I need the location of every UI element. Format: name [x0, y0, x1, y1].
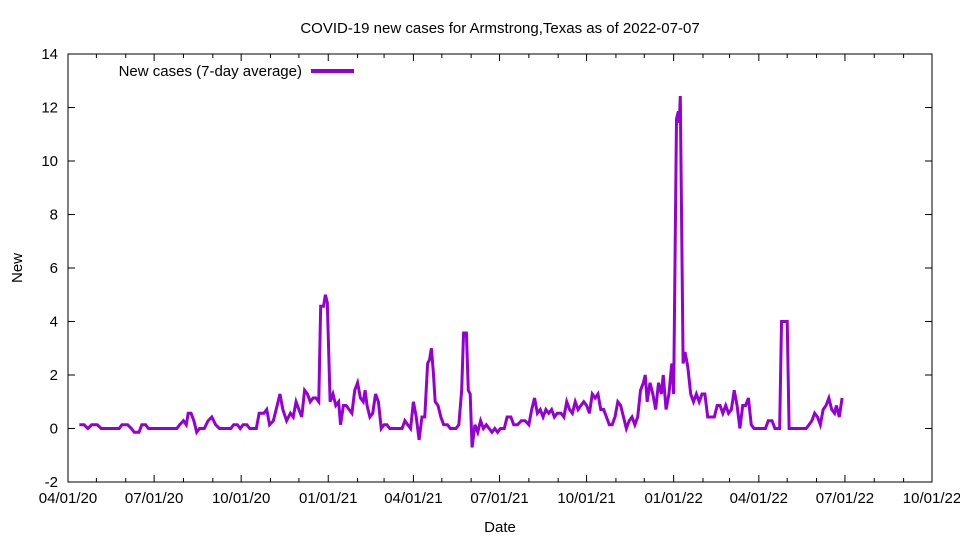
y-axis-label: New [9, 253, 26, 283]
series-layer [79, 95, 844, 448]
x-axis-label: Date [484, 519, 516, 536]
x-tick-label: 10/01/20 [212, 490, 270, 507]
y-tick-label: 4 [50, 314, 58, 331]
x-tick-label: 07/01/21 [470, 490, 528, 507]
y-tick-label: 2 [50, 367, 58, 384]
x-tick-label: 04/01/21 [384, 490, 442, 507]
y-tick-label: 14 [41, 46, 58, 63]
tick-labels: -2 0 2 4 6 8 10 12 14 04/01/20 07/01/20 10/01/20 01/… [39, 46, 960, 507]
chart-title: COVID-19 new cases for Armstrong,Texas a… [300, 20, 699, 37]
y-tick-label: 8 [50, 207, 58, 224]
x-tick-label: 01/01/21 [299, 490, 357, 507]
x-tick-label: 04/01/22 [730, 490, 788, 507]
tick-marks [67, 53, 933, 483]
y-tick-label: 6 [50, 260, 58, 277]
x-tick-label: 04/01/20 [39, 490, 97, 507]
y-tick-label: 0 [50, 421, 58, 438]
plot-frame [67, 53, 933, 483]
x-tick-label: 10/01/22 [903, 490, 960, 507]
x-tick-label: 07/01/22 [816, 490, 874, 507]
legend: New cases (7-day average) [119, 63, 354, 80]
y-tick-label: 12 [41, 100, 58, 117]
y-tick-label: -2 [45, 474, 58, 491]
x-tick-label: 07/01/20 [125, 490, 183, 507]
y-tick-label: 10 [41, 153, 58, 170]
x-tick-label: 10/01/21 [557, 490, 615, 507]
legend-label: New cases (7-day average) [119, 63, 302, 80]
x-tick-label: 01/01/22 [644, 490, 702, 507]
series-line-0 [79, 95, 844, 448]
